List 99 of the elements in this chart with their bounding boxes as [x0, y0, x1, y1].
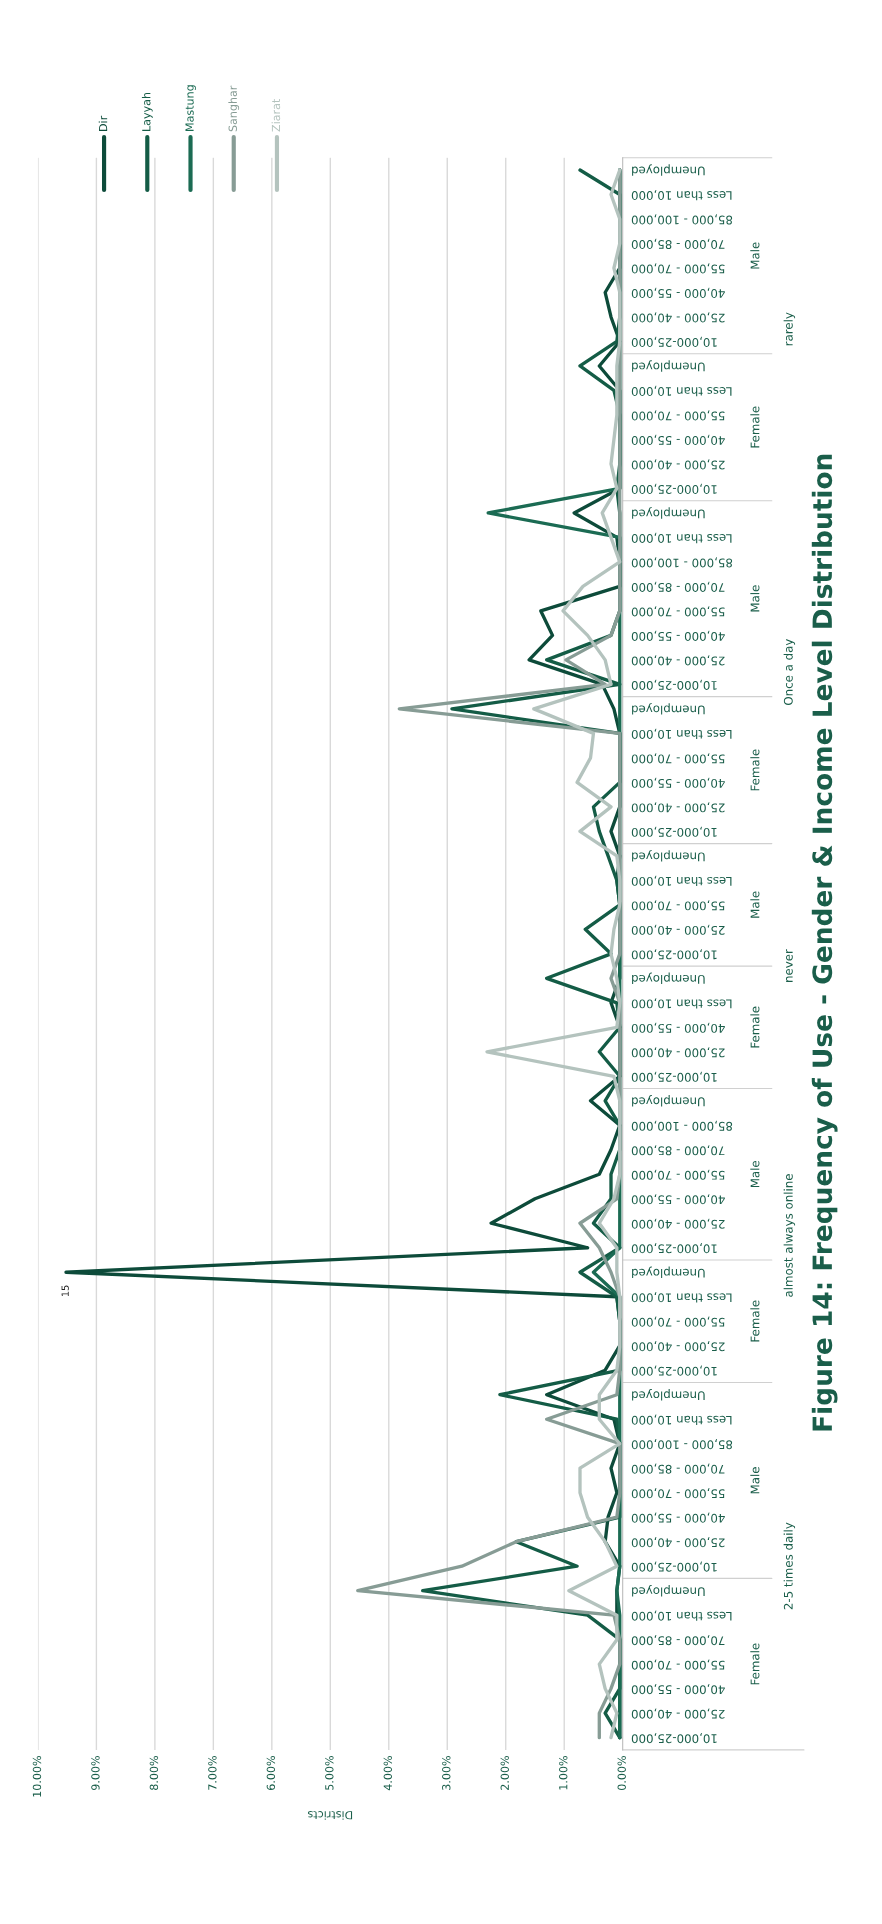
y-tick-label: 70,000 - 85,000: [631, 1635, 725, 1646]
y-tick-label: Unemployed: [632, 703, 705, 715]
text: Female: [750, 1643, 760, 1685]
text: Sanghar: [228, 85, 240, 132]
y-tick-label: 55,000 - 70,000: [631, 1488, 725, 1499]
text: Male: [750, 1467, 760, 1494]
y-tick-label: 85,000 - 100,000: [631, 214, 733, 225]
y-tick-label: 10,000-25,000: [631, 949, 717, 960]
y-tick-label: 55,000 - 70,000: [631, 900, 725, 911]
y-tick-label: 10,000-25,000: [631, 1733, 717, 1744]
y-tick-label: Unemployed: [632, 1389, 705, 1401]
y-tick-label: 40,000 - 55,000: [631, 1194, 725, 1205]
text: Male: [750, 242, 760, 269]
y-tick-label: Unemployed: [632, 972, 705, 985]
y-tick-label: Less than 10,000: [631, 189, 732, 201]
text: Layyah: [141, 92, 153, 131]
y-tick-label: Less than 10,000: [631, 1610, 732, 1621]
y-tick-label: 55,000 - 70,000: [631, 1316, 725, 1327]
y-tick-label: 25,000 - 40,000: [631, 1708, 725, 1719]
text: Ziarat: [271, 99, 281, 132]
x-tick-label: 5.00%: [325, 1756, 334, 1790]
text: Figure 14: Frequency of Use - Gender & Income Level Distribution: [811, 454, 838, 1431]
y-tick-label: Less than 10,000: [631, 1292, 732, 1303]
text: never: [786, 949, 793, 982]
text: Dir: [98, 115, 108, 131]
y-tick-label: Less than 10,000: [631, 728, 732, 740]
x-tick-label: 8.00%: [149, 1756, 159, 1790]
y-tick-label: 40,000 - 55,000: [631, 1512, 725, 1523]
x-tick-label: 7.00%: [208, 1756, 217, 1790]
y-tick-label: 25,000 - 40,000: [631, 312, 725, 323]
y-tick-label: 10,000-25,000: [631, 336, 717, 347]
y-tick-label: Less than 10,000: [631, 532, 732, 544]
text: 2-5 times daily: [783, 1522, 796, 1610]
y-tick-label: 25,000 - 40,000: [631, 1047, 725, 1058]
y-tick-label: 55,000 - 70,000: [631, 410, 725, 421]
y-tick-label: 55,000 - 70,000: [631, 1169, 725, 1180]
y-tick-label: 25,000 - 40,000: [631, 802, 725, 813]
text: Male: [750, 1160, 760, 1188]
y-tick-label: 55,000 - 70,000: [631, 606, 725, 617]
y-tick-label: 70,000 - 85,000: [631, 1463, 725, 1474]
x-tick-label: 1.00%: [559, 1756, 568, 1790]
text: Female: [750, 406, 760, 448]
y-tick-label: 10,000-25,000: [631, 1561, 717, 1572]
x-tick-label: 0.00%: [617, 1756, 626, 1790]
y-tick-label: 40,000 - 55,000: [631, 1022, 725, 1033]
y-tick-label: 10,000-25,000: [631, 483, 717, 494]
y-tick-label: Less than 10,000: [631, 1414, 732, 1425]
y-tick-label: Unemployed: [632, 360, 705, 372]
x-tick-label: 6.00%: [266, 1756, 276, 1790]
y-tick-label: Less than 10,000: [631, 385, 732, 397]
y-tick-label: 70,000 - 85,000: [631, 238, 725, 249]
text: Male: [750, 891, 760, 918]
y-tick-label: Unemployed: [632, 1584, 705, 1597]
y-tick-label: 25,000 - 40,000: [631, 459, 725, 470]
y-tick-label: 10,000-25,000: [631, 1243, 717, 1254]
y-tick-label: 25,000 - 40,000: [631, 1218, 725, 1229]
y-tick-label: 85,000 - 100,000: [631, 1439, 733, 1450]
y-tick-label: 25,000 - 40,000: [631, 1537, 725, 1548]
text: rarely: [783, 312, 796, 346]
y-tick-label: 40,000 - 55,000: [631, 777, 725, 788]
x-tick-label: 10.00%: [32, 1756, 42, 1797]
text: Mastung: [185, 85, 196, 131]
y-tick-label: 10,000-25,000: [631, 1365, 717, 1376]
y-tick-label: Unemployed: [632, 850, 705, 862]
y-tick-label: Less than 10,000: [631, 875, 732, 887]
text: Female: [750, 749, 760, 791]
y-tick-label: 40,000 - 55,000: [631, 1684, 725, 1695]
x-tick-label: 9.00%: [91, 1756, 100, 1791]
y-tick-label: 85,000 - 100,000: [631, 557, 733, 568]
y-tick-label: 70,000 - 85,000: [631, 1145, 725, 1156]
y-tick-label: 10,000-25,000: [631, 1071, 717, 1082]
y-tick-label: 55,000 - 70,000: [631, 263, 725, 274]
x-tick-label: 4.00%: [383, 1756, 393, 1791]
y-tick-label: Unemployed: [632, 1266, 705, 1278]
y-tick-label: 55,000 - 70,000: [631, 753, 725, 764]
y-tick-label: Less than 10,000: [631, 998, 732, 1009]
annotation: 15: [61, 1285, 69, 1297]
y-tick-label: 25,000 - 40,000: [631, 924, 725, 935]
y-tick-label: 25,000 - 40,000: [631, 1341, 725, 1352]
y-tick-label: Unemployed: [632, 507, 705, 519]
y-tick-label: 40,000 - 55,000: [631, 630, 725, 641]
y-tick-label: 25,000 - 40,000: [631, 655, 725, 666]
text: Female: [750, 1300, 760, 1342]
x-tick-label: 2.00%: [500, 1756, 509, 1790]
y-tick-label: 70,000 - 85,000: [631, 581, 725, 592]
text: Male: [750, 585, 760, 612]
y-tick-label: 85,000 - 100,000: [631, 1120, 733, 1131]
text: Female: [750, 1006, 760, 1048]
x-tick-label: 3.00%: [442, 1756, 451, 1790]
text: Once a day: [783, 639, 796, 705]
y-tick-label: 40,000 - 55,000: [631, 434, 725, 445]
x-axis-title: Districts: [308, 1811, 353, 1820]
y-tick-label: Unemployed: [632, 1095, 705, 1107]
y-tick-label: 10,000-25,000: [631, 679, 717, 690]
y-tick-label: 10,000-25,000: [631, 826, 717, 837]
text: almost always online: [783, 1174, 796, 1297]
y-tick-label: 40,000 - 55,000: [631, 287, 725, 298]
y-tick-label: 55,000 - 70,000: [631, 1659, 725, 1670]
y-tick-label: Unemployed: [632, 164, 705, 176]
